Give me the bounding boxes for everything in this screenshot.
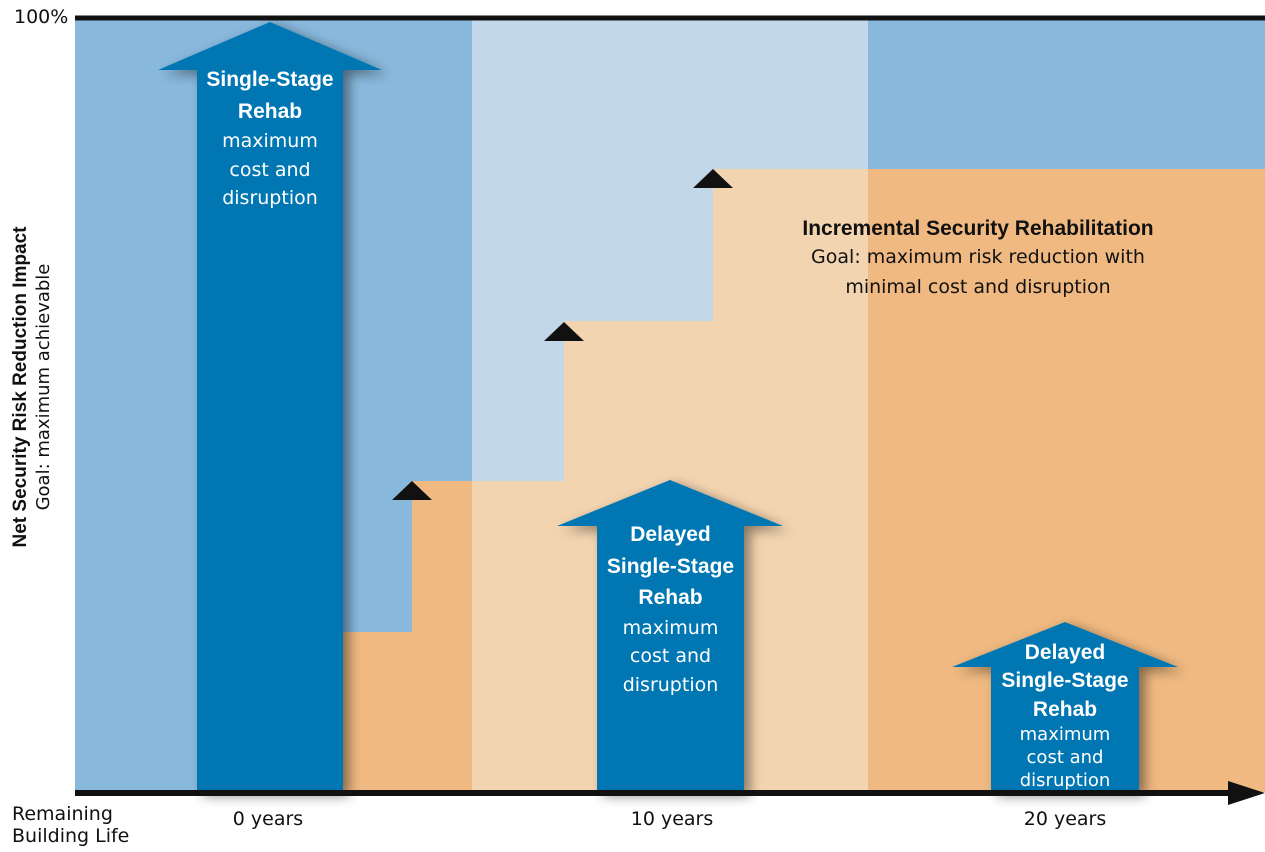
single-stage-rehab-arrow bbox=[158, 22, 382, 792]
step-arrowhead-2 bbox=[392, 481, 432, 500]
arrow-title-line: Delayed bbox=[1024, 641, 1106, 664]
x-tick-10-years: 10 years bbox=[630, 808, 714, 830]
step-arrowhead-4 bbox=[693, 169, 733, 188]
incremental-goal-line1: Goal: maximum risk reduction with bbox=[811, 246, 1145, 269]
x-axis-title-line1: Remaining bbox=[12, 803, 113, 825]
y-axis-max-label: 100% bbox=[14, 6, 69, 28]
arrow-body-line: disruption bbox=[222, 187, 318, 209]
arrow-title-line: Single-Stage bbox=[1001, 669, 1129, 693]
arrow-title-line: Delayed bbox=[630, 523, 711, 546]
arrow-body-line: maximum bbox=[1019, 724, 1111, 746]
arrow-title-line: Rehab bbox=[638, 586, 703, 609]
arrow-title-line: Single-Stage bbox=[606, 554, 735, 578]
x-axis-title-line2: Building Life bbox=[12, 824, 130, 847]
y-axis-subtitle: Goal: maximum achievable bbox=[32, 263, 54, 511]
single-stage-rehab-label: Single-Stage Rehab maximum cost and disr… bbox=[197, 64, 343, 213]
arrow-body-line: cost and bbox=[1026, 746, 1104, 768]
arrow-body-line: maximum bbox=[622, 616, 719, 639]
arrow-title-line: Single-Stage bbox=[206, 68, 334, 91]
step-arrowhead-3 bbox=[544, 322, 584, 341]
x-axis-title: Remaining Building Life bbox=[12, 803, 130, 848]
x-tick-0-years: 0 years bbox=[232, 808, 304, 830]
incremental-title: Incremental Security Rehabilitation bbox=[802, 217, 1154, 240]
incremental-description: Incremental Security Rehabilitation Goal… bbox=[768, 214, 1188, 302]
incremental-goal-line2: minimal cost and disruption bbox=[845, 275, 1111, 298]
y-axis-title: Net Security Risk Reduction Impact bbox=[10, 226, 31, 548]
arrow-body-line: maximum bbox=[222, 130, 318, 152]
delayed-rehab-label-2: Delayed Single-Stage Rehab maximum cost … bbox=[991, 639, 1139, 793]
delayed-rehab-arrow-2 bbox=[952, 622, 1178, 792]
y-axis-title-block: Net Security Risk Reduction Impact Goal:… bbox=[10, 222, 70, 552]
arrow-body-line: disruption bbox=[1019, 769, 1111, 791]
arrow-body-line: cost and bbox=[629, 645, 712, 667]
arrow-title-line: Rehab bbox=[1032, 697, 1098, 721]
arrow-body-line: disruption bbox=[622, 673, 719, 696]
x-axis-arrowhead bbox=[1228, 781, 1265, 805]
arrow-body-line: cost and bbox=[229, 158, 311, 181]
arrow-title-line: Rehab bbox=[237, 99, 303, 123]
delayed-rehab-arrow-1 bbox=[557, 480, 783, 792]
x-tick-20-years: 20 years bbox=[1023, 808, 1107, 830]
delayed-rehab-label-1: Delayed Single-Stage Rehab maximum cost … bbox=[597, 519, 744, 699]
